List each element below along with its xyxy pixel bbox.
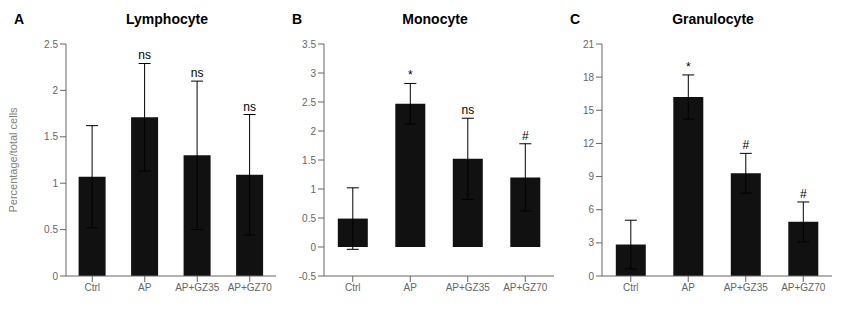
html-text:Granulocyte: Granulocyte xyxy=(672,11,754,27)
svg-text:ns: ns xyxy=(243,100,256,114)
svg-text:ns: ns xyxy=(191,66,204,80)
svg-text:Percentage/total cells: Percentage/total cells xyxy=(8,107,19,213)
svg-text:Ctrl: Ctrl xyxy=(345,282,361,293)
svg-text:18: 18 xyxy=(583,72,595,83)
svg-text:3: 3 xyxy=(310,68,316,79)
html-text:C: C xyxy=(570,11,581,27)
svg-text:AP: AP xyxy=(404,282,418,293)
svg-text:1.5: 1.5 xyxy=(302,155,316,166)
svg-text:2.5: 2.5 xyxy=(302,97,316,108)
svg-text:AP+GZ35: AP+GZ35 xyxy=(175,282,220,293)
svg-text:AP: AP xyxy=(682,282,696,293)
svg-text:AP+GZ35: AP+GZ35 xyxy=(724,282,769,293)
svg-text:ns: ns xyxy=(461,103,474,117)
svg-text:Ctrl: Ctrl xyxy=(84,282,100,293)
svg-text:AP+GZ70: AP+GZ70 xyxy=(228,282,273,293)
html-text:B: B xyxy=(292,11,303,27)
svg-text:1.5: 1.5 xyxy=(44,131,58,142)
svg-text:ns: ns xyxy=(138,48,151,62)
html-text:Monocyte: Monocyte xyxy=(402,11,468,27)
svg-text:1: 1 xyxy=(52,178,58,189)
svg-text:3: 3 xyxy=(588,237,594,248)
svg-text:#: # xyxy=(800,187,807,201)
svg-text:-0.5: -0.5 xyxy=(299,271,317,282)
svg-text:AP: AP xyxy=(138,282,152,293)
svg-text:AP+GZ70: AP+GZ70 xyxy=(781,282,826,293)
svg-text:0.5: 0.5 xyxy=(302,213,316,224)
svg-text:Ctrl: Ctrl xyxy=(623,282,639,293)
svg-text:0: 0 xyxy=(52,271,58,282)
svg-text:#: # xyxy=(742,138,749,152)
svg-text:#: # xyxy=(522,129,529,143)
svg-text:AP+GZ35: AP+GZ35 xyxy=(446,282,491,293)
svg-text:AP+GZ70: AP+GZ70 xyxy=(503,282,548,293)
svg-text:15: 15 xyxy=(583,105,595,116)
svg-text:0: 0 xyxy=(588,271,594,282)
svg-text:3.5: 3.5 xyxy=(302,39,316,50)
svg-text:0: 0 xyxy=(310,242,316,253)
svg-text:2.5: 2.5 xyxy=(44,39,58,50)
html-text:A: A xyxy=(14,11,25,27)
svg-text:2: 2 xyxy=(52,85,58,96)
svg-text:12: 12 xyxy=(583,138,595,149)
html-text:Lymphocyte: Lymphocyte xyxy=(126,11,208,27)
svg-text:0.5: 0.5 xyxy=(44,224,58,235)
svg-text:9: 9 xyxy=(588,171,594,182)
svg-text:21: 21 xyxy=(583,39,595,50)
svg-text:*: * xyxy=(408,68,413,82)
svg-text:2: 2 xyxy=(310,126,316,137)
svg-text:*: * xyxy=(686,60,691,74)
svg-text:1: 1 xyxy=(310,184,316,195)
svg-text:6: 6 xyxy=(588,204,594,215)
